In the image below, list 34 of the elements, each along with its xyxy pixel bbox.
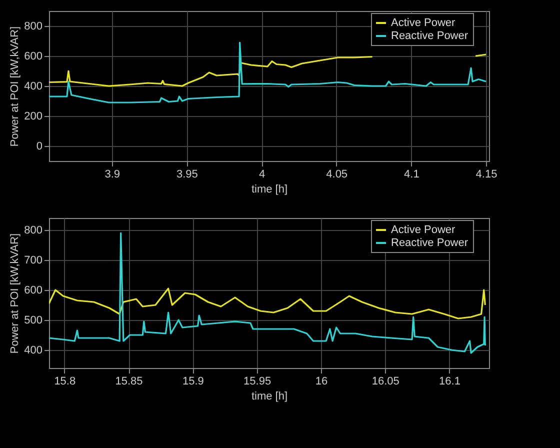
y-tick-label: 800 [24,224,42,236]
x-tick-label: 15.85 [115,376,143,388]
x-tick-label: 4.05 [326,168,348,180]
y-tick-label: 500 [24,314,42,326]
x-tick-label: 15.8 [54,376,76,388]
legend-label: Active Power [391,17,456,29]
y-tick-label: 600 [24,50,42,62]
line-series [49,232,486,354]
y-tick-label: 400 [24,344,42,356]
y-axis-title: Power at POI [kW,kVAR] [9,26,22,147]
x-tick-label: 4.15 [476,168,498,180]
y-tick-label: 200 [24,110,42,122]
legend-label: Active Power [391,224,456,236]
x-tick-label: 16.1 [439,376,460,388]
x-axis-title: time [h] [251,184,288,196]
legend-label: Reactive Power [391,30,468,42]
x-tick-label: 15.95 [244,376,272,388]
y-tick-label: 800 [24,20,42,32]
y-axis-title: Power at POI [kW,kVAR] [9,233,22,354]
x-tick-label: 3.9 [104,168,120,180]
y-tick-label: 600 [24,284,42,296]
legend-label: Reactive Power [391,237,468,249]
y-tick-label: 700 [24,254,42,266]
x-tick-label: 16.05 [372,376,400,388]
y-tick-label: 0 [36,140,42,152]
x-tick-label: 16 [315,376,328,388]
y-tick-label: 400 [24,80,42,92]
x-tick-label: 3.95 [176,168,198,180]
x-tick-label: 15.9 [182,376,204,388]
line-series [49,42,487,104]
x-axis-title: time [h] [251,390,288,402]
x-tick-label: 4.1 [404,168,420,180]
x-tick-label: 4 [258,168,266,180]
line-series [49,288,486,320]
